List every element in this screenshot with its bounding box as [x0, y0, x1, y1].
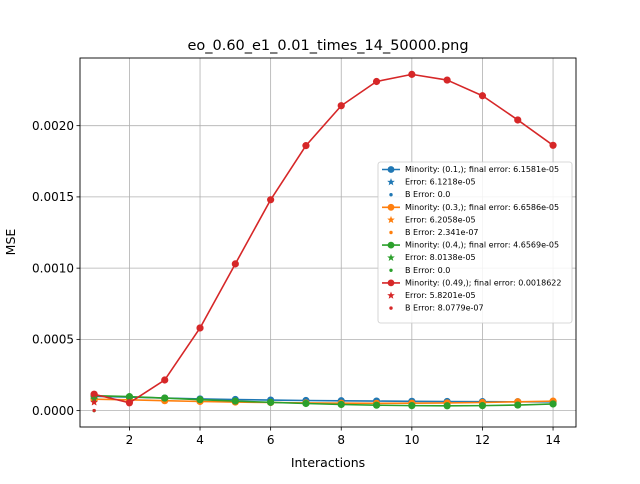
error-marker	[90, 398, 98, 406]
data-point	[443, 402, 451, 410]
legend-label: Error: 6.2058e-05	[405, 215, 476, 224]
data-point	[372, 401, 381, 409]
data-point	[161, 394, 169, 402]
data-point	[231, 260, 239, 268]
data-point	[267, 398, 275, 406]
x-tick-label: 2	[126, 433, 134, 447]
error-markers-layer	[90, 395, 98, 413]
x-tick-label: 6	[267, 433, 275, 447]
legend-star-swatch	[387, 215, 395, 224]
legend-star-swatch	[387, 291, 395, 299]
legend-point-swatch	[387, 279, 395, 287]
data-point	[514, 401, 522, 409]
series-line	[93, 73, 554, 404]
legend-label: Error: 8.0138e-05	[405, 253, 476, 262]
data-point	[443, 76, 451, 84]
data-point	[549, 141, 557, 149]
data-point	[302, 399, 310, 408]
legend-label: Error: 6.1218e-05	[405, 178, 476, 187]
legend: Minority: (0.1,); final error: 6.1581e-0…	[377, 161, 573, 324]
legend-label: Minority: (0.4,); final error: 4.6569e-0…	[405, 241, 559, 250]
legend-point-swatch	[387, 166, 395, 173]
x-axis-ticks: 2 4 6 8 10 12 14	[126, 427, 561, 447]
legend-dot-swatch	[389, 268, 393, 272]
series-3	[90, 392, 557, 410]
data-point	[125, 399, 134, 407]
data-point	[478, 402, 487, 410]
data-point	[372, 77, 381, 86]
y-tick-label: 0.0015	[32, 190, 74, 204]
legend-label: B Error: 8.0779e-07	[405, 304, 484, 313]
x-axis-label: Interactions	[291, 455, 365, 470]
x-tick-label: 12	[475, 433, 490, 447]
legend-dot-swatch	[389, 193, 393, 197]
series-line	[94, 398, 554, 405]
legend-label: Error: 5.8201e-05	[405, 291, 476, 300]
data-point	[267, 196, 275, 204]
data-point	[161, 376, 169, 384]
legend-label: Minority: (0.49,); final error: 0.001862…	[405, 278, 561, 287]
legend-box	[377, 161, 573, 324]
b-error-marker	[92, 408, 96, 413]
data-point	[90, 390, 98, 398]
legend-label: B Error: 2.341e-07	[405, 228, 479, 237]
y-axis-label: MSE	[3, 229, 18, 256]
legend-star-swatch	[387, 253, 395, 261]
x-tick-label: 10	[404, 433, 419, 447]
data-point	[408, 70, 416, 78]
data-point	[337, 400, 345, 409]
legend-label: B Error: 0.0	[405, 190, 450, 199]
x-tick-label: 8	[337, 433, 345, 447]
y-axis-ticks: 0.0000 0.0005 0.0010 0.0015 0.0020	[32, 119, 80, 418]
data-point	[514, 116, 522, 124]
legend-star-swatch	[387, 178, 395, 186]
legend-point-swatch	[387, 241, 395, 249]
data-point	[196, 396, 204, 404]
data-point	[549, 400, 557, 408]
plot-frame	[79, 57, 577, 428]
x-tick-label: 4	[196, 433, 204, 447]
legend-label: Minority: (0.1,); final error: 6.1581e-0…	[405, 165, 559, 174]
legend-label: Minority: (0.3,); final error: 6.6586e-0…	[405, 203, 559, 212]
y-tick-label: 0.0010	[32, 261, 74, 275]
data-point	[231, 397, 239, 405]
x-tick-label: 14	[545, 433, 560, 447]
data-point	[408, 402, 416, 410]
legend-point-swatch	[387, 203, 395, 211]
legend-dot-swatch	[389, 306, 393, 310]
data-point	[302, 142, 310, 150]
y-tick-label: 0.0005	[32, 333, 74, 347]
series-4	[90, 70, 557, 407]
y-tick-label: 0.0000	[32, 404, 74, 418]
chart-title: eo_0.60_e1_0.01_times_14_50000.png	[187, 38, 468, 54]
data-point	[337, 102, 345, 110]
data-point	[478, 92, 487, 100]
data-point	[196, 324, 204, 332]
y-tick-label: 0.0020	[32, 119, 74, 133]
legend-label: B Error: 0.0	[405, 266, 450, 275]
legend-dot-swatch	[389, 230, 393, 235]
series-line	[94, 394, 554, 407]
data-point	[125, 393, 134, 401]
